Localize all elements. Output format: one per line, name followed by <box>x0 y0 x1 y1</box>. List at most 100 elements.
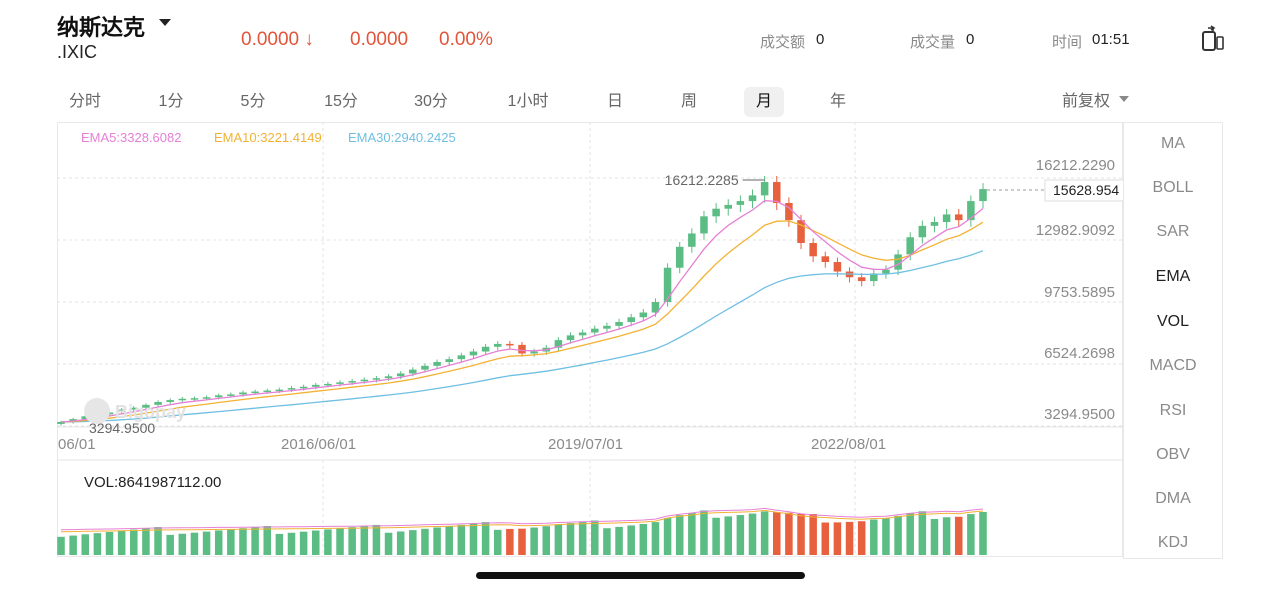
volume-bar <box>663 518 672 555</box>
candle <box>736 201 745 205</box>
volume-bar <box>930 518 939 555</box>
candle <box>81 416 90 420</box>
candle <box>57 421 65 424</box>
candle <box>870 273 878 282</box>
index-symbol: .IXIC <box>57 42 98 62</box>
volume-bar <box>81 534 90 555</box>
volume-bar <box>979 511 987 555</box>
volume-bar <box>530 527 538 555</box>
indicator-dma[interactable]: DMA <box>1155 490 1191 507</box>
volume-bar <box>130 529 138 555</box>
volume-bar <box>942 517 951 555</box>
volume-bar <box>591 520 599 555</box>
candle <box>336 382 344 384</box>
ema-legend-1: EMA10:3221.4149 <box>214 130 322 145</box>
volume-bar <box>469 523 478 555</box>
tab-year[interactable]: 年 <box>829 93 846 110</box>
indicator-rsi[interactable]: RSI <box>1159 402 1187 419</box>
candle <box>797 220 805 243</box>
rotate-screen-icon[interactable] <box>1200 25 1226 58</box>
candle <box>481 346 490 352</box>
candle <box>372 378 381 380</box>
candle <box>760 182 769 196</box>
tab-timeshare[interactable]: 分时 <box>68 93 101 110</box>
candle <box>287 388 296 390</box>
tab-30min[interactable]: 30分 <box>414 93 448 110</box>
candle <box>979 189 987 202</box>
indicator-boll[interactable]: BOLL <box>1152 179 1194 196</box>
candle <box>384 376 393 379</box>
volume-bar <box>287 532 296 555</box>
candle <box>591 328 599 333</box>
volume-bar <box>785 512 793 555</box>
candle <box>166 400 174 403</box>
candle <box>639 312 648 318</box>
indicator-ma[interactable]: MA <box>1161 135 1185 152</box>
indicator-macd[interactable]: MACD <box>1149 357 1197 374</box>
candle <box>724 204 732 209</box>
price-axis-label: 3294.9500 <box>1044 406 1115 423</box>
candle <box>906 237 914 255</box>
tab-15min[interactable]: 15分 <box>324 93 358 110</box>
volume-bar <box>967 514 975 555</box>
volume-bar <box>566 523 575 555</box>
low-price-marker: 3294.9500 <box>89 420 155 436</box>
volume-bar <box>675 515 684 555</box>
kline-chart[interactable]: EMA5:3328.6082 EMA10:3221.4149 EMA30:2940.… <box>57 122 1123 557</box>
volume-bar <box>773 512 781 555</box>
volume-bar <box>870 519 878 555</box>
candle <box>918 225 927 238</box>
volume-value: 0 <box>966 31 975 48</box>
candle <box>603 325 611 329</box>
volume-bar <box>821 522 830 555</box>
volume-bar <box>627 525 635 555</box>
volume-bar <box>845 521 854 555</box>
indicator-sar[interactable]: SAR <box>1156 223 1190 240</box>
price-axis-label: 6524.2698 <box>1044 345 1115 362</box>
current-price-tag: 15628.954 <box>1053 182 1119 198</box>
candle <box>554 340 563 348</box>
indicator-obv[interactable]: OBV <box>1156 446 1190 463</box>
tab-week[interactable]: 周 <box>680 93 697 110</box>
candle <box>809 242 817 257</box>
volume-bar <box>433 527 441 555</box>
volume-bar <box>712 517 720 555</box>
candle <box>190 398 199 400</box>
adjust-caret-icon[interactable] <box>1119 96 1129 102</box>
index-name[interactable]: 纳斯达克 <box>57 15 146 40</box>
volume-bar <box>651 522 660 555</box>
candle <box>930 222 939 226</box>
tab-1hour[interactable]: 1小时 <box>507 93 549 110</box>
candle <box>821 256 830 263</box>
home-indicator[interactable] <box>476 572 805 579</box>
candle <box>615 322 623 326</box>
down-arrow-icon: ↓ <box>304 29 314 50</box>
volume-bar <box>202 531 211 555</box>
price-axis-label: 9753.5895 <box>1044 284 1115 301</box>
tab-day[interactable]: 日 <box>606 93 623 110</box>
ema30-line <box>60 250 984 423</box>
indicator-vol[interactable]: VOL <box>1156 313 1189 330</box>
volume-bar <box>105 531 114 555</box>
candle <box>954 214 963 221</box>
dropdown-caret-icon[interactable] <box>159 19 171 26</box>
volume-bar <box>324 529 332 555</box>
watermark-logo <box>84 398 110 424</box>
adjust-selector[interactable]: 前复权 <box>1062 93 1111 110</box>
tab-5min[interactable]: 5分 <box>240 93 266 110</box>
candle <box>360 379 369 382</box>
candle <box>263 390 271 393</box>
candle <box>409 369 417 374</box>
volume-bar <box>578 521 587 555</box>
candle <box>785 202 793 221</box>
volume-bar <box>542 526 551 555</box>
candle <box>493 343 502 347</box>
candle <box>663 267 672 303</box>
indicator-kdj[interactable]: KDJ <box>1157 534 1189 551</box>
volume-bar <box>797 513 805 555</box>
tab-1min[interactable]: 1分 <box>158 93 184 110</box>
tab-month[interactable]: 月 <box>744 87 784 117</box>
volume-bar <box>372 524 381 555</box>
volume-bar <box>360 526 369 555</box>
indicator-ema[interactable]: EMA <box>1155 268 1191 285</box>
